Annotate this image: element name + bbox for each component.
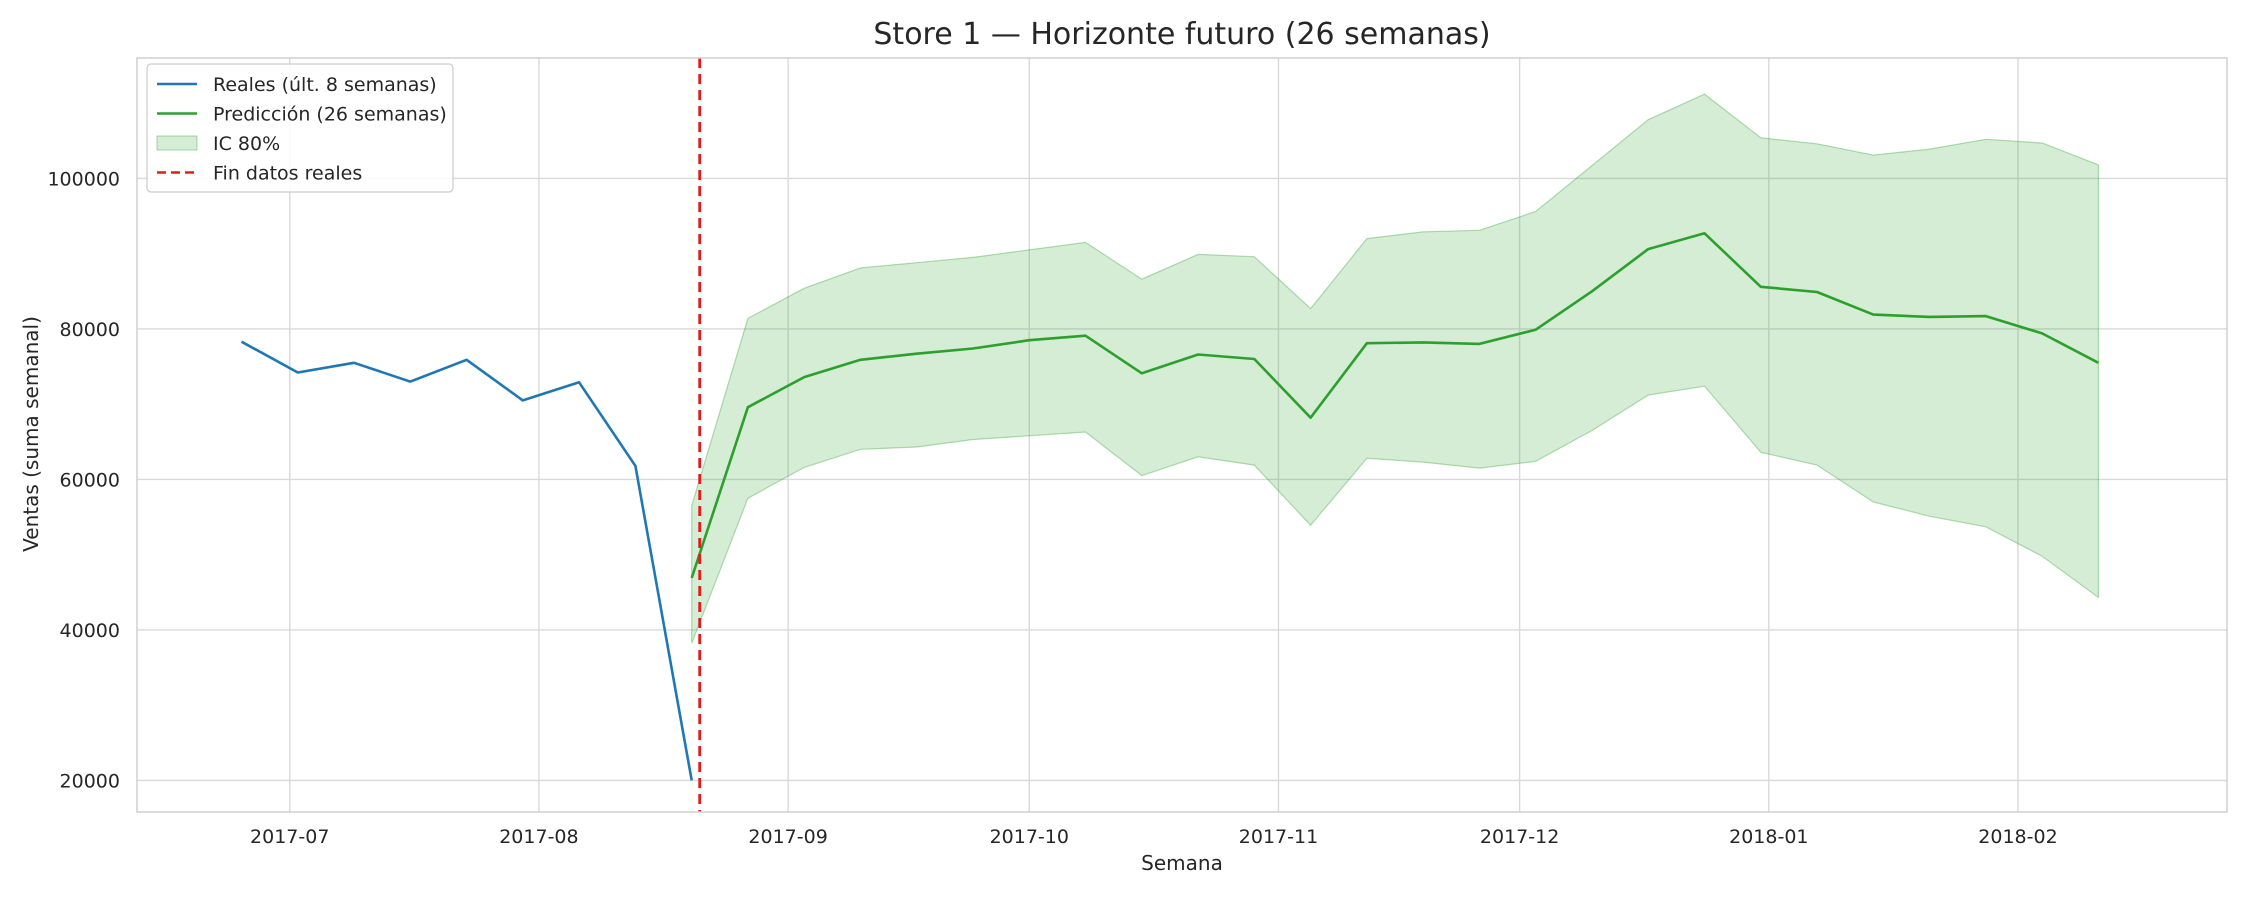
x-tick-label: 2017-12 xyxy=(1480,826,1559,848)
x-tick-label: 2017-10 xyxy=(990,826,1069,848)
x-tick-label: 2017-09 xyxy=(748,826,827,848)
y-axis-label: Ventas (suma semanal) xyxy=(19,316,43,552)
x-tick-label: 2017-08 xyxy=(499,826,578,848)
y-tick-label: 20000 xyxy=(60,770,120,792)
y-tick-label: 100000 xyxy=(47,168,120,190)
legend: Reales (últ. 8 semanas) Predicción (26 se… xyxy=(147,64,453,192)
y-tick-label: 40000 xyxy=(60,620,120,642)
legend-label: Fin datos reales xyxy=(213,163,362,185)
confidence-band-layer xyxy=(692,94,2099,643)
legend-label: Reales (últ. 8 semanas) xyxy=(213,74,437,96)
actual-sales-line xyxy=(242,342,692,781)
y-tick-label: 80000 xyxy=(60,319,120,341)
x-tick-label: 2018-02 xyxy=(1978,826,2057,848)
legend-label: Predicción (26 semanas) xyxy=(213,104,447,126)
legend-label: IC 80% xyxy=(213,133,280,155)
x-tick-label: 2017-11 xyxy=(1239,826,1318,848)
confidence-band-area xyxy=(692,94,2099,643)
x-tick-label: 2017-07 xyxy=(250,826,329,848)
y-tick-label: 60000 xyxy=(60,469,120,491)
x-axis-label: Semana xyxy=(1141,851,1223,875)
x-tick-label: 2018-01 xyxy=(1729,826,1808,848)
chart-title: Store 1 — Horizonte futuro (26 semanas) xyxy=(873,17,1490,52)
legend-swatch-band xyxy=(157,136,197,150)
